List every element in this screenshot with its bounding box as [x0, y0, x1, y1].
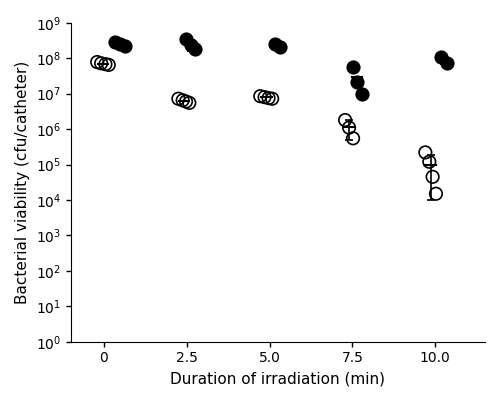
Point: [93, 59, 101, 65]
Point: [276, 44, 284, 50]
Point: [349, 64, 357, 71]
Point: [186, 42, 194, 49]
Point: [264, 95, 272, 101]
Point: [349, 135, 357, 142]
Point: [256, 93, 264, 99]
Point: [354, 78, 362, 85]
Point: [186, 100, 194, 106]
Y-axis label: Bacterial viability (cfu/catheter): Bacterial viability (cfu/catheter): [15, 61, 30, 304]
Point: [182, 98, 190, 105]
Point: [428, 174, 436, 180]
Point: [260, 94, 268, 100]
Point: [268, 95, 276, 102]
Point: [174, 95, 182, 102]
Point: [112, 39, 120, 46]
Point: [272, 41, 280, 47]
Point: [443, 59, 451, 66]
Point: [102, 61, 110, 67]
Point: [191, 46, 199, 53]
Point: [182, 36, 190, 42]
Point: [345, 124, 353, 131]
Point: [437, 54, 445, 60]
Point: [422, 149, 430, 156]
Point: [105, 62, 113, 68]
Point: [122, 43, 130, 49]
Point: [432, 190, 440, 197]
Point: [178, 97, 186, 103]
X-axis label: Duration of irradiation (min): Duration of irradiation (min): [170, 371, 386, 386]
Point: [341, 117, 349, 123]
Point: [97, 60, 105, 67]
Point: [358, 91, 366, 97]
Point: [426, 158, 434, 165]
Point: [116, 41, 124, 47]
